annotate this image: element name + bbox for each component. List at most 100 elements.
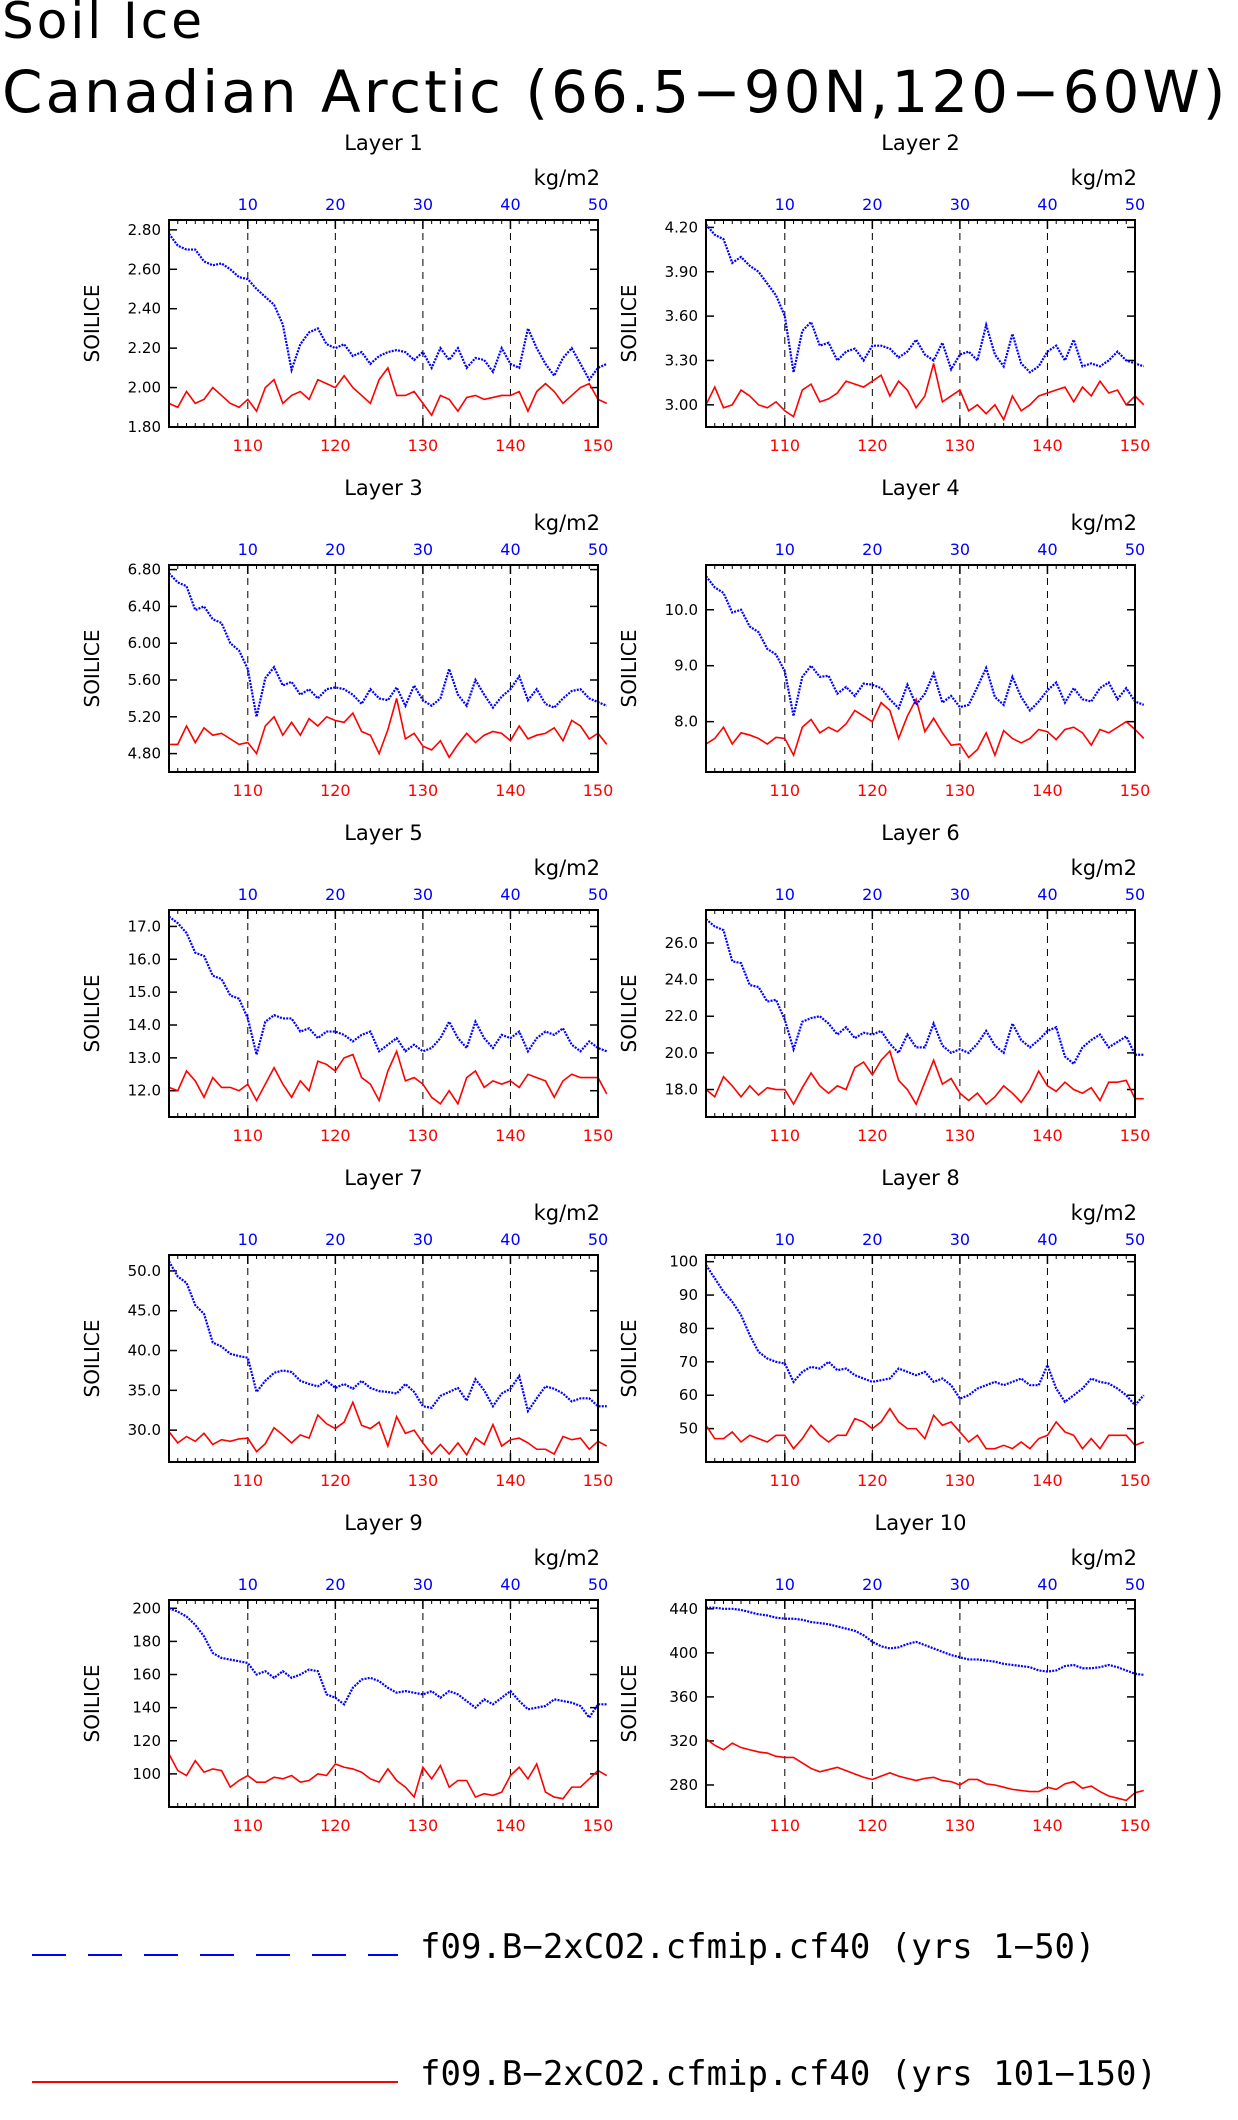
panels-svg: Layer 1 kg/m2 10 20 30 40 50 110 120 130 140 150 1.8…	[80, 131, 1151, 1835]
plot-frame	[705, 1254, 1136, 1463]
x-bottom-tick-label: 130	[408, 781, 439, 800]
x-top-tick-label: 40	[500, 1230, 520, 1249]
y-tick-label: 3.00	[665, 396, 698, 414]
chart-subtitle: Canadian Arctic (66.5−90N,120−60W)	[2, 58, 1229, 126]
y-tick-label: 120	[132, 1732, 161, 1750]
panel-layer-4: Layer 4 kg/m2 10 20 30 40 50 110 120 130 140 150 8.0…	[617, 476, 1150, 800]
panel-layer-5: Layer 5 kg/m2 10 20 30 40 50 110 120 130 140 150 12.…	[80, 821, 613, 1145]
y-tick-label: 3.60	[665, 307, 698, 325]
x-bottom-tick-label: 110	[770, 1126, 801, 1145]
x-bottom-tick-label: 140	[495, 1816, 526, 1835]
series-2-line	[705, 1049, 1144, 1106]
panel-layer-9: Layer 9 kg/m2 10 20 30 40 50 110 120 130 140 150 100…	[80, 1511, 613, 1835]
x-top-tick-label: 20	[325, 195, 345, 214]
x-top-tick-label: 30	[413, 885, 433, 904]
y-tick-label: 14.0	[128, 1016, 161, 1034]
series-1-line	[168, 915, 608, 1055]
x-bottom-tick-label: 120	[857, 1126, 888, 1145]
y-tick-label: 60	[679, 1386, 698, 1404]
units-label: kg/m2	[1071, 166, 1137, 190]
x-top-tick-label: 40	[1037, 885, 1057, 904]
units-label: kg/m2	[534, 511, 600, 535]
y-tick-label: 8.0	[674, 713, 698, 731]
x-bottom-tick-label: 120	[857, 1816, 888, 1835]
series-2-line	[168, 1400, 608, 1457]
y-tick-label: 50	[679, 1420, 698, 1438]
series-2-line	[168, 1048, 608, 1106]
x-bottom-tick-label: 140	[1032, 1471, 1063, 1490]
units-label: kg/m2	[534, 1201, 600, 1225]
y-tick-label: 15.0	[128, 983, 161, 1001]
x-top-tick-label: 10	[238, 1230, 258, 1249]
x-bottom-tick-label: 150	[1120, 1471, 1151, 1490]
y-axis-label: SOILICE	[80, 1665, 104, 1743]
legend-swatch-dashed	[32, 1954, 398, 1956]
series-2-line	[169, 698, 608, 759]
x-top-tick-label: 30	[950, 1575, 970, 1594]
y-tick-label: 16.0	[128, 950, 161, 968]
panel-title: Layer 10	[875, 1511, 967, 1535]
y-axis-label: SOILICE	[80, 285, 104, 363]
x-top-tick-label: 10	[775, 540, 795, 559]
x-bottom-tick-label: 120	[320, 1126, 351, 1145]
legend-swatch-solid	[32, 2081, 398, 2083]
y-tick-label: 2.60	[128, 260, 161, 278]
series-2-line	[168, 366, 608, 417]
y-tick-label: 3.90	[665, 263, 698, 281]
x-top-tick-label: 20	[862, 885, 882, 904]
series-1-line	[705, 223, 1145, 374]
series-2-line	[705, 697, 1145, 759]
y-tick-label: 70	[679, 1353, 698, 1371]
panel-title: Layer 8	[881, 1166, 960, 1190]
x-bottom-tick-label: 120	[320, 1816, 351, 1835]
x-bottom-tick-label: 130	[408, 436, 439, 455]
series-1-line	[168, 1607, 607, 1720]
x-bottom-tick-label: 150	[583, 1471, 614, 1490]
x-top-tick-label: 30	[413, 540, 433, 559]
x-bottom-tick-label: 150	[583, 781, 614, 800]
x-top-tick-label: 50	[588, 195, 608, 214]
units-label: kg/m2	[1071, 856, 1137, 880]
plot-frame	[168, 1254, 599, 1463]
x-bottom-tick-label: 130	[408, 1816, 439, 1835]
y-axis-label: SOILICE	[617, 975, 641, 1053]
y-tick-label: 24.0	[665, 971, 698, 989]
panel-layer-6: Layer 6 kg/m2 10 20 30 40 50 110 120 130 140 150 18.…	[617, 821, 1150, 1145]
x-bottom-tick-label: 110	[770, 1816, 801, 1835]
panel-title: Layer 6	[881, 821, 960, 845]
x-bottom-tick-label: 140	[495, 1126, 526, 1145]
x-top-tick-label: 50	[1125, 885, 1145, 904]
y-tick-label: 2.20	[128, 339, 161, 357]
y-tick-label: 140	[132, 1699, 161, 1717]
x-top-tick-label: 40	[500, 195, 520, 214]
x-top-tick-label: 10	[775, 195, 795, 214]
x-top-tick-label: 30	[413, 1575, 433, 1594]
y-tick-label: 40.0	[128, 1342, 161, 1360]
x-top-tick-label: 20	[325, 1575, 345, 1594]
legend-label-2: f09.B−2xCO2.cfmip.cf40 (yrs 101−150)	[420, 2054, 1157, 2094]
series-2-line	[168, 1753, 608, 1800]
y-tick-label: 35.0	[128, 1381, 161, 1399]
x-top-tick-label: 10	[238, 540, 258, 559]
y-tick-label: 6.00	[128, 634, 161, 652]
series-2-line	[705, 363, 1145, 422]
x-top-tick-label: 50	[1125, 540, 1145, 559]
x-bottom-tick-label: 110	[233, 1126, 264, 1145]
units-label: kg/m2	[534, 856, 600, 880]
panel-layer-7: Layer 7 kg/m2 10 20 30 40 50 110 120 130 140 150 30.…	[80, 1166, 613, 1490]
x-top-tick-label: 10	[238, 195, 258, 214]
plot-frame	[705, 564, 1136, 773]
series-2-line	[705, 1407, 1145, 1450]
x-bottom-tick-label: 150	[1120, 1816, 1151, 1835]
y-tick-label: 18.0	[665, 1081, 698, 1099]
x-bottom-tick-label: 140	[1032, 436, 1063, 455]
plot-frame	[168, 219, 599, 428]
panel-title: Layer 7	[344, 1166, 423, 1190]
y-tick-label: 100	[132, 1765, 161, 1783]
x-bottom-tick-label: 120	[320, 1471, 351, 1490]
y-tick-label: 9.0	[674, 657, 698, 675]
x-bottom-tick-label: 150	[583, 1126, 614, 1145]
y-tick-label: 50.0	[128, 1262, 161, 1280]
x-bottom-tick-label: 130	[408, 1471, 439, 1490]
x-top-tick-label: 30	[413, 195, 433, 214]
